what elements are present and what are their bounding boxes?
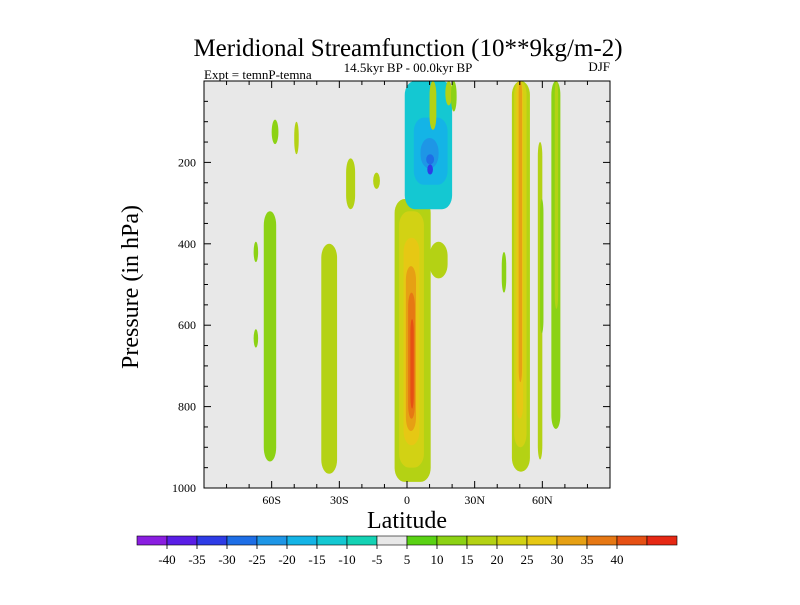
contour-region-19 [427,164,433,175]
contour-regions [253,81,561,482]
x-tick-label: 60S [262,493,281,507]
colorbar-swatch [436,535,468,546]
colorbar-label: 20 [491,552,504,567]
colorbar-swatch [136,535,168,546]
colorbar-swatch [196,535,228,546]
colorbar-swatch [166,535,198,546]
colorbar-label: 15 [461,552,474,567]
contour-region-21 [445,81,453,106]
contour-region-22 [450,81,457,112]
colorbar-label: -20 [278,552,295,567]
chart-subtitle: 14.5kyr BP - 00.0kyr BP [344,60,473,75]
colorbar-label: 30 [551,552,564,567]
y-tick-label: 800 [178,400,196,414]
colorbar-label: 40 [611,552,624,567]
x-tick-label: 60N [532,493,553,507]
contour-region-5 [346,158,356,210]
contour-region-18 [426,154,435,165]
colorbar-swatch [466,535,498,546]
contour-region-6 [373,172,380,189]
colorbar-swatch [286,535,318,546]
colorbar-label: -35 [188,552,205,567]
colorbar-label: -40 [158,552,175,567]
contour-region-20 [429,81,437,130]
contour-region-31 [554,81,559,309]
contour-region-23 [501,251,507,293]
colorbar-swatch [556,535,588,546]
colorbar-label: -25 [248,552,265,567]
y-axis-label: Pressure (in hPa) [118,205,144,369]
x-tick-label: 30S [330,493,349,507]
colorbar-label: 10 [431,552,444,567]
colorbar-swatch [256,535,288,546]
contour-region-27 [518,81,523,383]
contour-region-14 [429,241,448,279]
x-tick-label: 0 [404,493,410,507]
contour-region-7 [294,121,299,155]
contour-region-4 [321,243,338,474]
contour-region-2 [253,241,259,263]
colorbar-label: -30 [218,552,235,567]
contour-region-0 [263,211,277,462]
colorbar-swatch [226,535,258,546]
colorbar-swatch [616,535,648,546]
contour-region-29 [540,199,544,334]
colorbar-swatch [316,535,348,546]
colorbar-swatch [646,535,678,546]
colorbar-label: -5 [372,552,383,567]
colorbar-label: 5 [404,552,411,567]
x-axis-label: Latitude [367,508,447,534]
y-tick-label: 400 [178,237,196,251]
contour-region-1 [271,119,279,145]
x-axis-ticks: 60S 30S 0 30N 60N [203,81,611,507]
colorbar-swatch [496,535,528,546]
y-axis-ticks: 200 400 600 800 1000 [172,80,610,495]
colorbar-label: 25 [521,552,534,567]
chart-title: Meridional Streamfunction (10**9kg/m-2) [193,35,622,62]
colorbar-swatch [526,535,558,546]
colorbar-label: -15 [308,552,325,567]
y-tick-label: 600 [178,318,196,332]
colorbar-swatch [586,535,618,546]
colorbar-label: -10 [338,552,355,567]
contour-region-17 [420,137,439,169]
contour-region-13 [410,319,414,409]
colorbar-swatch [406,535,438,546]
contour-region-3 [253,329,259,348]
y-tick-label: 1000 [172,481,196,495]
colorbar-label: 35 [581,552,594,567]
experiment-label: Expt = temnP-temna [204,67,312,82]
season-label: DJF [588,59,610,74]
colorbar: -40 -35 -30 -25 -20 -15 -10 -5 5 10 15 20 25 30 35 40 [136,535,678,567]
y-tick-label: 200 [178,155,196,169]
colorbar-swatch [376,535,408,546]
colorbar-swatch [346,535,378,546]
x-tick-label: 30N [464,493,485,507]
